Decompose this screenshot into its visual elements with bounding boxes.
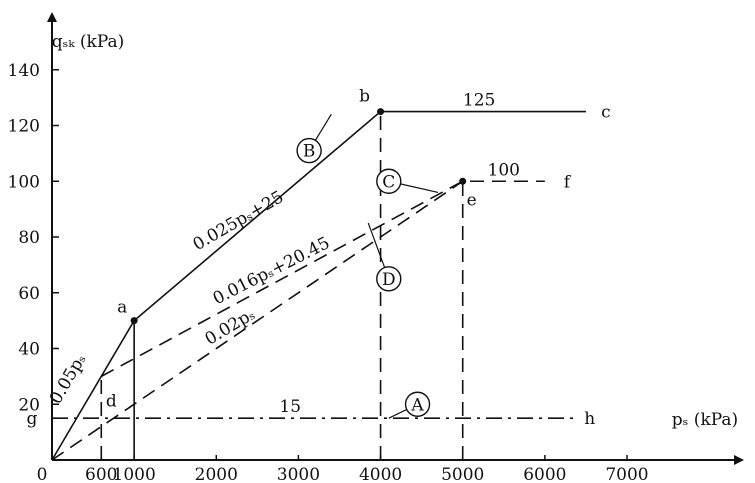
point-labels: a b c d e f g h — [27, 87, 611, 430]
curve-marker-label: B — [303, 142, 316, 162]
line-labels: 0.025pₛ+250.016pₛ+20.450.02pₛ0.05pₛ12510… — [46, 91, 520, 418]
point-label-h: h — [584, 409, 595, 429]
point-label-c: c — [601, 103, 611, 123]
curve-marker-circle — [296, 137, 322, 164]
x-axis-label: pₛ (kPa) — [672, 410, 738, 430]
line-label: 125 — [463, 91, 495, 111]
y-axis-label: qₛₖ (kPa) — [52, 32, 125, 52]
series-line-c — [100, 180, 545, 378]
point-label-a: a — [117, 298, 127, 318]
line-label: 0.02pₛ — [202, 304, 259, 349]
curve-marker-label: A — [410, 395, 424, 415]
data-point — [459, 177, 467, 185]
x-tick-label: 4000 — [359, 465, 402, 483]
curve-marker-circle — [404, 391, 431, 417]
data-point — [377, 108, 385, 116]
y-tick-label: 60 — [18, 284, 40, 304]
curve-markers: A B C D — [296, 114, 439, 419]
y-tick-label: 100 — [8, 172, 40, 192]
x-tick-label: 3000 — [277, 465, 320, 483]
x-tick-label: 2000 — [195, 465, 238, 483]
point-label-e: e — [467, 190, 477, 210]
markers — [130, 108, 467, 325]
curve-marker-circle — [376, 266, 402, 292]
x-tick-label: 6000 — [523, 465, 566, 483]
origin-label: 0 — [37, 465, 48, 483]
x-tick-label: 7000 — [605, 465, 648, 483]
line-label: 0.025pₛ+25 — [190, 187, 288, 255]
x-tick-label: 5000 — [441, 465, 484, 483]
series-line-d — [51, 180, 464, 461]
x-tick-label: 600 — [85, 465, 117, 483]
y-tick-label: 40 — [18, 340, 40, 360]
point-label-d: d — [106, 391, 117, 411]
point-label-f: f — [564, 172, 572, 192]
data-point — [130, 317, 138, 325]
line-label: 0.016pₛ+20.45 — [210, 233, 333, 309]
series-line-b — [51, 110, 586, 461]
curve-marker-label: D — [382, 270, 396, 290]
line-label: 15 — [279, 397, 301, 417]
y-tick-label: 20 — [18, 395, 40, 415]
line-label: 100 — [488, 160, 520, 180]
x-tick-label: 1000 — [113, 465, 156, 483]
y-tick-label: 140 — [8, 61, 40, 81]
curve-marker-circle — [376, 168, 402, 194]
curve-marker-label: C — [382, 172, 395, 192]
y-ticks: 20 40 60 80 100 120 140 — [8, 61, 59, 415]
guides — [100, 111, 464, 460]
point-label-g: g — [27, 409, 38, 429]
y-tick-label: 80 — [18, 228, 40, 248]
y-tick-label: 120 — [8, 117, 40, 137]
point-label-b: b — [359, 87, 370, 107]
series — [51, 110, 586, 461]
